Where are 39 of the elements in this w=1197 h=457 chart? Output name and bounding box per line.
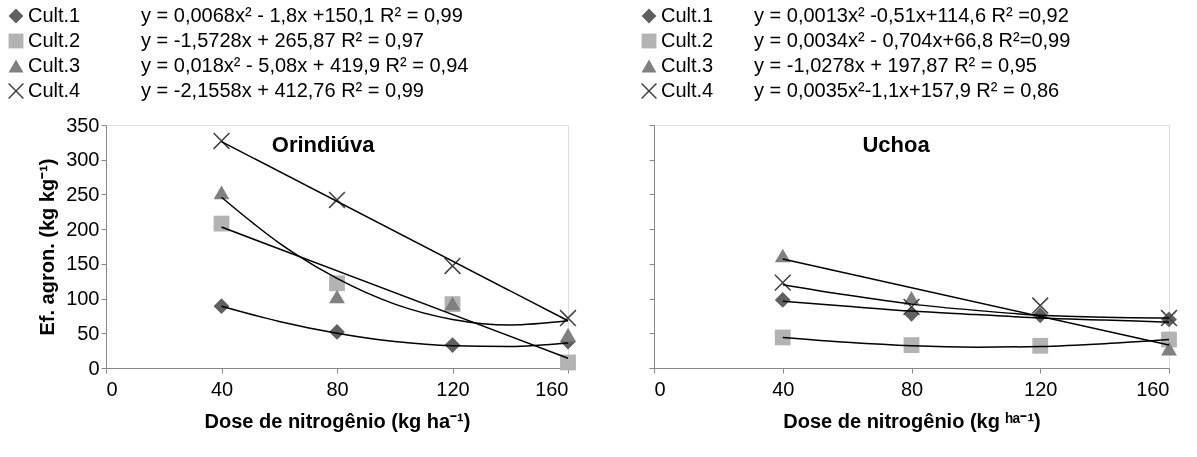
y-tick-label: 300 — [66, 148, 100, 171]
legend-label: Cult.4 — [28, 79, 81, 101]
y-tick-label: 100 — [66, 287, 100, 310]
text: y = -2,1558x + 412,76 R² = 0,99 — [141, 79, 424, 101]
legend-label: Cult.1 — [28, 4, 81, 26]
x-tick-label: 40 — [772, 377, 795, 400]
legend-label: Cult.3 — [28, 54, 81, 76]
x-tick-label: 0 — [106, 377, 118, 400]
x-axis-title: Dose de nitrogênio (kg ʰᵃ⁻¹) — [783, 409, 1041, 432]
text: y = 0,0035x²-1,1x+157,9 R² = 0,86 — [754, 79, 1060, 101]
text: y = -1,0278x + 197,87 R² = 0,95 — [754, 54, 1037, 76]
x-tick-label: 0 — [654, 377, 666, 400]
y-tick-label: 350 — [66, 113, 100, 136]
x-tick-label: 80 — [900, 377, 924, 400]
x-tick-label: 120 — [1024, 377, 1058, 400]
x-tick-label: 80 — [326, 377, 349, 400]
y-tick-label: 50 — [77, 321, 100, 344]
text: y = 0,0068x² - 1,8x +150,1 R² = 0,99 — [141, 4, 463, 26]
legend-label: Cult.4 — [661, 79, 714, 101]
y-tick-label: 200 — [66, 217, 100, 240]
y-axis-title: Ef. agron. (kg kg⁻¹) — [36, 158, 59, 336]
legend-label: Cult.2 — [661, 29, 714, 51]
x-tick-label: 40 — [210, 377, 234, 400]
y-tick-label: 0 — [88, 356, 100, 379]
text: y = -1,5728x + 265,87 R² = 0,97 — [141, 29, 424, 51]
text: y = 0,0013x² -0,51x+114,6 R² =0,92 — [754, 4, 1069, 26]
y-tick-label: 250 — [66, 182, 100, 205]
chart-title: Uchoa — [862, 132, 931, 157]
x-tick-label: 160 — [535, 377, 569, 400]
x-tick-label: 120 — [436, 377, 470, 400]
legend-label: Cult.1 — [661, 4, 714, 26]
x-tick-label: 160 — [1136, 377, 1170, 400]
text: y = 0,0034x² - 0,704x+66,8 R²=0,99 — [754, 29, 1071, 51]
chart-title: Orindiúva — [271, 132, 376, 157]
text: y = 0,018x² - 5,08x + 419,9 R² = 0,94 — [141, 54, 469, 76]
legend-label: Cult.2 — [28, 29, 81, 51]
x-axis-title: Dose de nitrogênio (kg ha⁻¹) — [204, 409, 471, 432]
legend-label: Cult.3 — [661, 54, 714, 76]
y-tick-label: 150 — [66, 252, 100, 275]
